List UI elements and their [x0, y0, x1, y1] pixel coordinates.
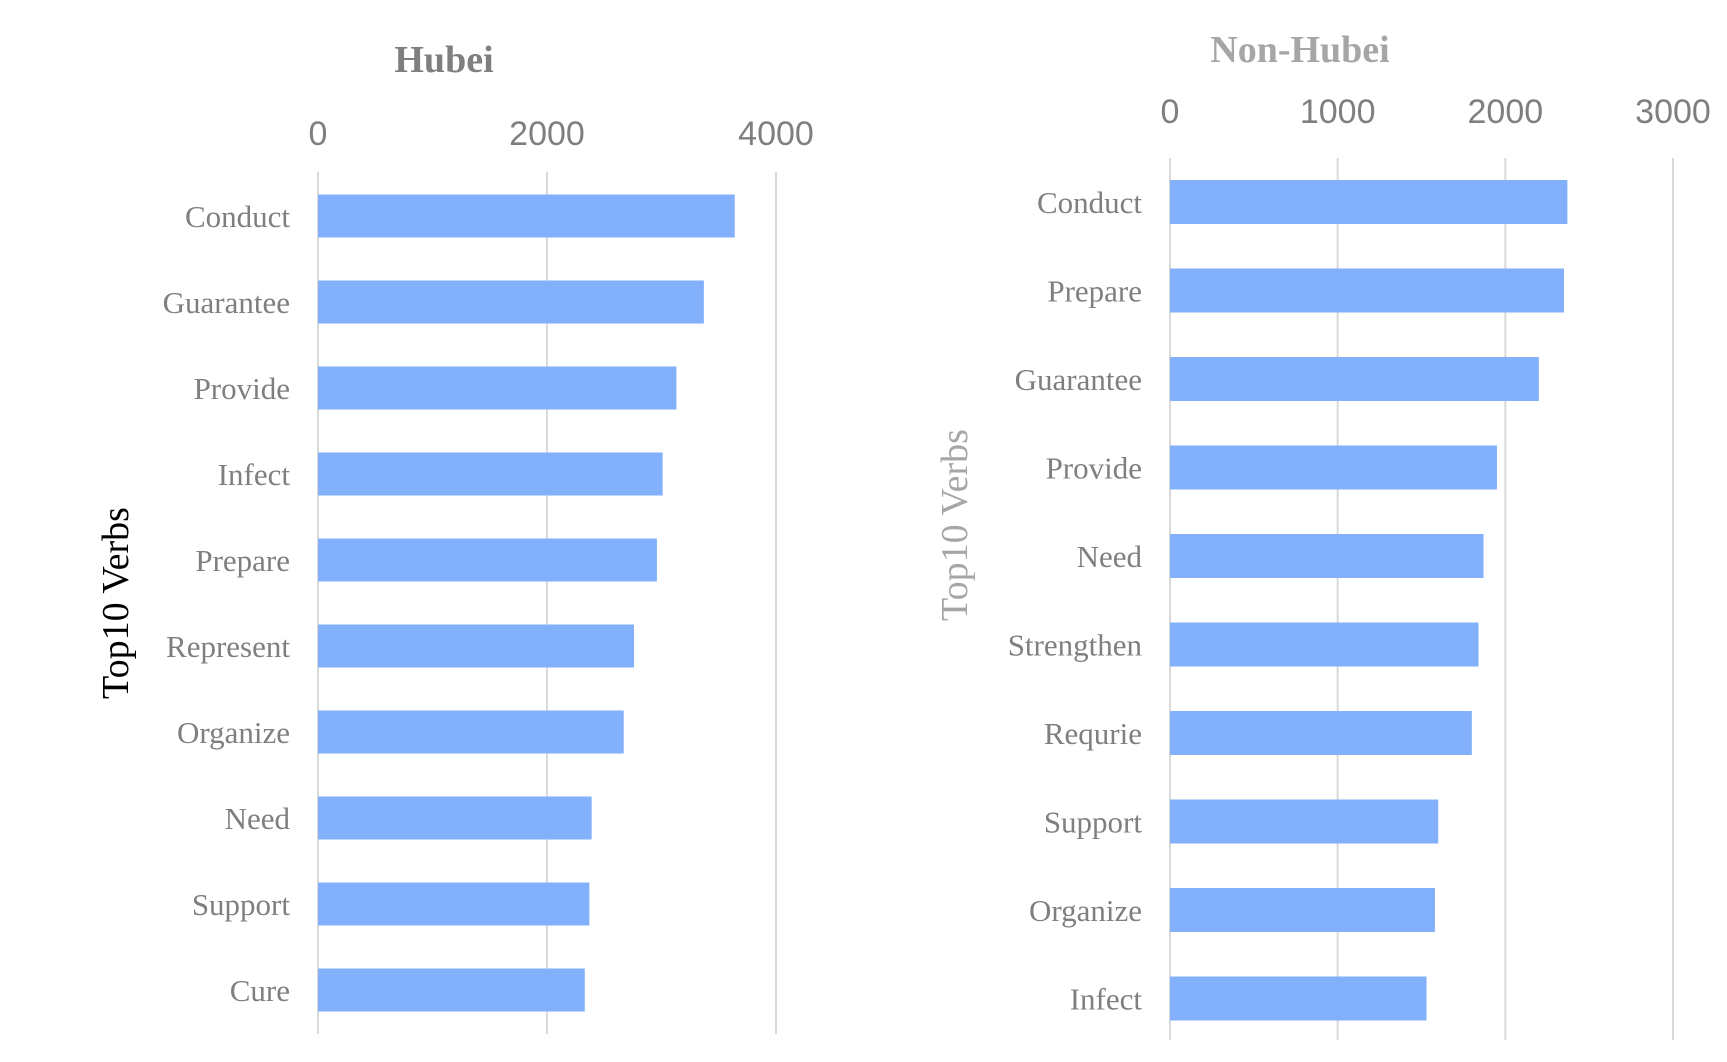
- category-label: Provide: [1046, 451, 1142, 486]
- bar: [318, 538, 657, 582]
- bar: [1170, 711, 1472, 755]
- bar: [318, 796, 592, 840]
- bar: [318, 710, 624, 754]
- bar: [1170, 976, 1427, 1021]
- y-axis-label: Top10 Verbs: [934, 429, 976, 621]
- bar: [1170, 180, 1568, 224]
- x-tick-label: 2000: [1468, 93, 1544, 131]
- bar: [318, 624, 635, 668]
- chart-title: Hubei: [394, 39, 493, 81]
- bar: [1170, 622, 1479, 667]
- category-label: Infect: [218, 457, 291, 492]
- bar: [1170, 799, 1439, 844]
- bar: [318, 194, 735, 238]
- bar: [318, 280, 704, 324]
- category-label: Organize: [177, 715, 290, 750]
- bar: [318, 452, 663, 496]
- category-label: Prepare: [1047, 274, 1142, 309]
- category-label: Conduct: [1037, 185, 1142, 220]
- category-label: Support: [192, 887, 291, 922]
- hubei-chart: 0 2000 4000 Conduct Guarantee Provide Infect Pr…: [95, 39, 814, 1034]
- non-hubei-chart: 0 1000 2000 3000 Conduct Prepare Guarantee Prov…: [934, 29, 1711, 1040]
- category-label: Represent: [166, 629, 290, 664]
- category-label: Support: [1044, 805, 1143, 840]
- bar: [318, 366, 677, 410]
- x-tick-label: 0: [309, 115, 328, 153]
- category-label: Strengthen: [1008, 628, 1143, 663]
- category-label: Guarantee: [163, 285, 290, 320]
- category-label: Conduct: [185, 199, 290, 234]
- x-tick-label: 1000: [1300, 93, 1376, 131]
- category-label: Need: [1077, 539, 1143, 574]
- category-label: Requrie: [1044, 716, 1142, 751]
- bar: [318, 968, 585, 1012]
- bar: [1170, 445, 1497, 490]
- category-label: Infect: [1070, 982, 1143, 1017]
- category-label: Provide: [194, 371, 290, 406]
- bar: [1170, 357, 1539, 401]
- bar: [318, 882, 590, 926]
- y-axis-label: Top10 Verbs: [95, 507, 137, 699]
- category-label: Organize: [1029, 893, 1142, 928]
- category-label: Guarantee: [1015, 362, 1142, 397]
- x-tick-label: 3000: [1635, 93, 1711, 131]
- x-tick-label: 2000: [509, 115, 585, 153]
- category-label: Prepare: [195, 543, 290, 578]
- bar: [1170, 534, 1484, 578]
- bar: [1170, 888, 1435, 932]
- chart-title: Non-Hubei: [1210, 29, 1389, 71]
- bar: [1170, 268, 1565, 313]
- x-tick-label: 0: [1161, 93, 1180, 131]
- category-label: Cure: [230, 973, 290, 1008]
- category-label: Need: [225, 801, 291, 836]
- x-tick-label: 4000: [738, 115, 814, 153]
